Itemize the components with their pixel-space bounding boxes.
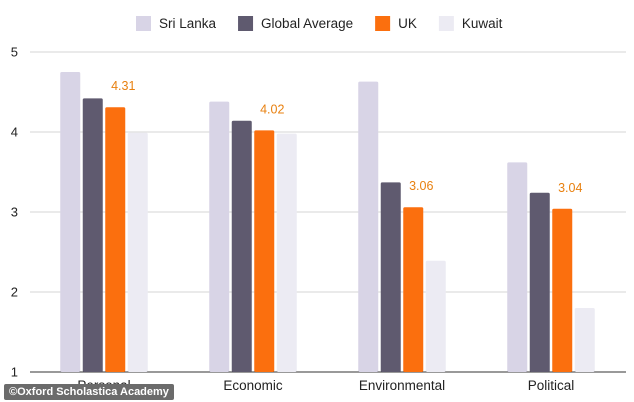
bar-uk <box>254 130 275 372</box>
y-tick-label: 3 <box>11 205 18 220</box>
category-label: Environmental <box>359 378 445 393</box>
watermark: ©Oxford Scholastica Academy <box>4 384 174 400</box>
bar-sri-lanka <box>507 162 528 372</box>
legend-swatch <box>375 16 391 31</box>
bar-uk <box>552 208 573 372</box>
y-tick-label: 4 <box>11 125 18 140</box>
y-axis-ticks: 1 2 3 4 5 <box>11 45 18 380</box>
y-tick-label: 2 <box>11 285 18 300</box>
bar-kuwait <box>425 260 446 372</box>
legend-label: UK <box>398 16 417 31</box>
y-tick-label: 5 <box>11 45 18 60</box>
bar-global-average <box>231 120 252 372</box>
bar-uk <box>105 107 126 372</box>
data-label: 4.31 <box>111 79 135 93</box>
bar-global-average <box>380 182 401 372</box>
bar-sri-lanka <box>209 101 230 372</box>
bar-kuwait <box>276 133 297 372</box>
data-labels: 4.31 4.02 3.06 3.04 <box>111 79 582 195</box>
bar-global-average <box>82 98 103 373</box>
data-label: 4.02 <box>260 102 284 116</box>
legend-swatch <box>136 16 151 31</box>
data-label: 3.04 <box>558 181 582 195</box>
y-tick-label: 1 <box>11 365 18 380</box>
category-label: Economic <box>223 378 283 393</box>
bar-global-average <box>529 192 550 372</box>
data-label: 3.06 <box>409 179 433 193</box>
bar-uk <box>403 207 424 372</box>
category-label: Political <box>528 378 575 393</box>
bar-kuwait <box>127 132 148 372</box>
bar-sri-lanka <box>358 81 379 372</box>
legend-label: Sri Lanka <box>159 16 217 31</box>
legend-label: Kuwait <box>462 16 503 31</box>
legend-swatch <box>438 16 454 31</box>
legend-label: Global Average <box>261 16 353 31</box>
bar-sri-lanka <box>60 72 81 372</box>
bar-kuwait <box>574 308 595 372</box>
legend-swatch <box>238 16 254 31</box>
bars <box>60 72 595 373</box>
legend: Sri Lanka Global Average UK Kuwait <box>136 16 503 31</box>
